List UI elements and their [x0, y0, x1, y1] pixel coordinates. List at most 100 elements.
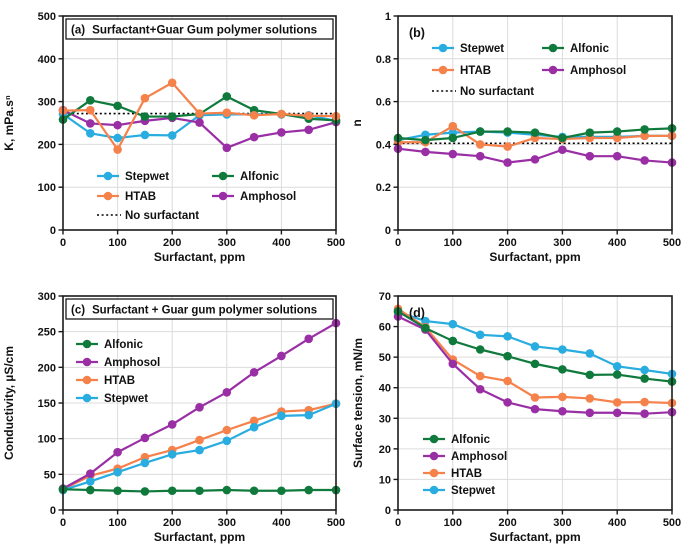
legend-marker-amphosol [548, 65, 558, 75]
panel-title-box [65, 18, 334, 40]
legend-label: Amphosol [240, 191, 296, 203]
data-point-htab [503, 376, 512, 386]
data-point-stepwet [86, 128, 95, 138]
legend-label: Amphosol [451, 451, 507, 463]
legend-label: Alfonic [104, 339, 144, 351]
data-point-alfonic [86, 485, 95, 495]
legend-item-htab: HTAB [432, 65, 491, 77]
data-point-amphosol [585, 151, 595, 161]
panel-title: (c) Surfactant + Guar gum polymer solutio… [71, 305, 317, 317]
legend: Stepwet Alfonic HTAB Amphosol No surfactant [432, 43, 626, 98]
legend-label: Alfonic [451, 434, 491, 446]
data-point-htab [503, 142, 512, 151]
legend-marker-stepwet [429, 485, 439, 495]
data-point-amphosol [140, 433, 150, 443]
x-tick-label: 400 [272, 517, 290, 529]
legend-marker-amphosol [82, 357, 92, 367]
legend-label: Stepwet [460, 43, 504, 55]
legend-item-alfonic: Alfonic [423, 434, 491, 446]
y-tick-label: 250 [38, 327, 56, 339]
data-point-amphosol [612, 408, 622, 418]
data-point-htab [612, 133, 622, 143]
y-axis-title: Conductivity, µS/cm [2, 346, 16, 460]
legend-marker-stepwet [438, 43, 448, 53]
legend-label: Amphosol [104, 357, 160, 369]
data-point-amphosol [448, 359, 458, 369]
data-point-amphosol [222, 143, 232, 153]
data-point-amphosol [530, 404, 540, 414]
legend-item-stepwet: Stepwet [76, 393, 148, 405]
data-point-htab [113, 145, 122, 154]
legend-label: HTAB [125, 191, 156, 203]
data-point-alfonic [421, 323, 430, 333]
data-point-htab [249, 416, 259, 426]
legend-item-amphosol: Amphosol [542, 65, 626, 77]
data-point-stepwet [448, 319, 458, 329]
panel-c: 0 100 200 300 400 500 0 50 100 150 200 250 300 Surfac… [0, 280, 350, 560]
data-point-alfonic [113, 101, 122, 111]
y-tick-label: 300 [38, 291, 56, 303]
x-tick-label: 0 [395, 517, 401, 529]
x-tick-label: 300 [218, 237, 236, 249]
x-tick-label: 400 [608, 517, 626, 529]
y-tick-label: 200 [38, 362, 56, 374]
data-point-amphosol [195, 118, 204, 127]
data-point-amphosol [86, 469, 95, 478]
data-point-htab [640, 131, 649, 141]
legend-label: HTAB [451, 468, 482, 480]
legend: Alfonic Amphosol HTAB Stepwet [423, 434, 507, 497]
series-amphosol [58, 318, 341, 493]
legend-item-alfonic: Alfonic [76, 339, 144, 351]
series-alfonic [393, 306, 677, 386]
gridlines [63, 16, 336, 230]
x-tick-label: 300 [553, 237, 571, 249]
data-point-alfonic [558, 365, 567, 374]
x-tick-label: 0 [60, 517, 66, 529]
data-point-amphosol [304, 125, 314, 135]
legend: Stepwet Alfonic HTAB Amphosol No surfactant [97, 171, 296, 222]
panel-a: 0 100 200 300 400 500 0 100 200 300 400 500 Surfacta… [0, 0, 350, 280]
legend-label: HTAB [104, 375, 135, 387]
legend-marker-alfonic [82, 339, 92, 349]
data-point-stepwet [167, 131, 177, 140]
data-point-amphosol [195, 402, 204, 412]
data-point-htab [304, 111, 314, 121]
series-alfonic [58, 485, 341, 496]
legend-item-stepwet: Stepwet [432, 43, 504, 55]
data-point-alfonic [304, 485, 314, 495]
legend: Alfonic Amphosol HTAB Stepwet [76, 339, 160, 405]
data-point-amphosol [249, 132, 259, 142]
data-point-htab [530, 393, 540, 402]
data-point-amphosol [585, 408, 595, 418]
data-point-amphosol [304, 334, 314, 344]
data-point-amphosol [167, 420, 177, 429]
y-tick-label: 0 [50, 225, 56, 237]
data-point-alfonic [222, 92, 232, 101]
data-point-htab [475, 371, 485, 381]
data-point-amphosol [640, 409, 649, 418]
data-point-alfonic [222, 485, 232, 495]
y-tick-label: 400 [38, 54, 56, 66]
data-point-alfonic [585, 370, 595, 380]
data-point-amphosol [222, 388, 232, 397]
panel-title: (a) Surfactant+Guar Gum polymer solutions [71, 25, 317, 37]
legend-label: HTAB [460, 65, 491, 77]
y-tick-label: 30 [379, 413, 391, 425]
y-tick-label: 50 [44, 469, 56, 481]
y-tick-label: 0.4 [376, 139, 392, 151]
series-amphosol [393, 144, 677, 167]
data-point-stepwet [140, 130, 150, 140]
legend-label: Stepwet [451, 485, 495, 497]
x-tick-label: 500 [327, 517, 345, 529]
panel-label: (b) [409, 26, 425, 40]
data-point-amphosol [640, 156, 649, 165]
legend-item-no-surfactant: No surfactant [97, 210, 199, 222]
y-tick-label: 100 [38, 182, 56, 194]
data-point-alfonic [475, 127, 485, 136]
data-point-htab [249, 110, 259, 120]
legend-item-no-surfactant: No surfactant [432, 86, 534, 98]
y-tick-label: 0.2 [376, 182, 391, 194]
data-point-alfonic [167, 486, 177, 496]
data-point-alfonic [612, 370, 622, 379]
